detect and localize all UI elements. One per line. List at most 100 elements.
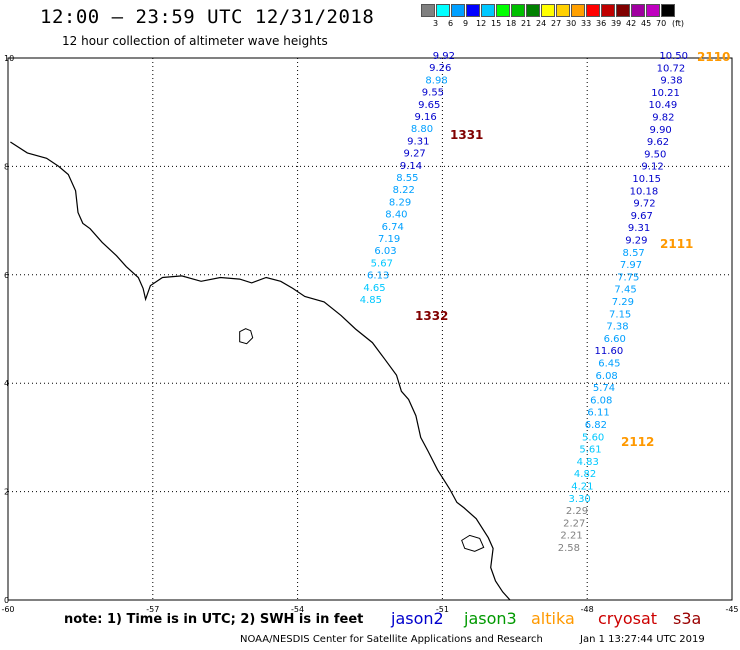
legend-level-label: 27 (551, 19, 562, 28)
legend-swatch (481, 4, 495, 17)
legend-level-label: 24 (536, 19, 547, 28)
wave-height-value: 9.12 (641, 162, 663, 173)
longitude-tick-label: -48 (581, 605, 594, 614)
wave-height-value: 4.83 (577, 457, 599, 468)
island-outline (461, 534, 485, 552)
wave-height-value: 6.45 (598, 359, 620, 370)
legend-level-label: 12 (476, 19, 487, 28)
wave-height-value: 10.49 (649, 100, 678, 111)
legend-level-label: 33 (581, 19, 592, 28)
wave-height-value: 8.98 (425, 75, 447, 86)
latitude-tick-label: 8 (4, 162, 9, 171)
legend-level-label: 36 (596, 19, 607, 28)
legend-swatch (526, 4, 540, 17)
latitude-tick-label: 4 (4, 379, 9, 388)
wave-height-value: 9.82 (652, 113, 674, 124)
legend-swatch (661, 4, 675, 17)
legend-swatch (556, 4, 570, 17)
wave-height-value: 10.72 (657, 63, 686, 74)
chart-subtitle: 12 hour collection of altimeter wave hei… (62, 34, 328, 48)
wave-height-value: 7.45 (614, 285, 636, 296)
wave-height-value: 9.67 (631, 211, 653, 222)
pass-label: 1331 (450, 128, 483, 142)
pass-label: 1332 (415, 309, 448, 323)
wave-height-value: 10.18 (630, 186, 659, 197)
wave-height-value: 7.19 (378, 234, 400, 245)
legend-swatch (571, 4, 585, 17)
legend-level-label: 6 (448, 19, 454, 28)
legend-swatch (421, 4, 435, 17)
wave-height-value: 5.67 (371, 258, 393, 269)
legend-level-label: 70 (656, 19, 667, 28)
longitude-tick-label: -54 (291, 605, 304, 614)
wave-height-value: 6.74 (382, 222, 404, 233)
wave-height-value: 7.29 (612, 297, 634, 308)
wave-height-value: 4.85 (360, 295, 382, 306)
wave-height-value: 9.65 (418, 100, 440, 111)
wave-height-value: 9.55 (422, 88, 444, 99)
wave-height-value: 7.38 (606, 322, 628, 333)
legend-level-label: 18 (506, 19, 517, 28)
footer-note: note: 1) Time is in UTC; 2) SWH is in fe… (64, 612, 364, 627)
wave-height-value: 6.08 (596, 371, 618, 382)
wave-height-value: 9.26 (429, 63, 451, 74)
wave-height-value: 6.11 (587, 408, 609, 419)
longitude-tick-label: -57 (146, 605, 159, 614)
legend-level-label: 30 (566, 19, 577, 28)
longitude-tick-label: -51 (436, 605, 449, 614)
wave-height-value: 9.27 (404, 149, 426, 160)
pass-label: 2111 (660, 237, 693, 251)
wave-height-value: 6.82 (585, 420, 607, 431)
credit-text: NOAA/NESDIS Center for Satellite Applica… (240, 634, 543, 645)
wave-height-value: 9.72 (633, 199, 655, 210)
legend-swatch (451, 4, 465, 17)
wave-height-value: 8.55 (396, 173, 418, 184)
legend-swatch (616, 4, 630, 17)
satellite-cryosat-label: cryosat (598, 609, 658, 628)
legend-labels: 3 6 9 12 15 18 21 24 27 30 33 36 39 42 45 70 (ft) (421, 17, 684, 29)
wave-height-value: 8.80 (411, 124, 433, 135)
wave-height-value: 5.60 (582, 432, 604, 443)
wave-height-value: 3.30 (569, 494, 591, 505)
wave-height-value: 6.13 (367, 271, 389, 282)
legend-level-label: 3 (433, 19, 439, 28)
satellite-jason3-label: jason3 (464, 609, 517, 628)
legend-swatch (586, 4, 600, 17)
wave-height-value: 6.60 (604, 334, 626, 345)
wave-height-value: 8.57 (623, 248, 645, 259)
wave-height-value: 9.16 (414, 112, 436, 123)
legend-level-label: 39 (611, 19, 622, 28)
wave-height-value: 4.65 (363, 283, 385, 294)
latitude-tick-label: 0 (4, 596, 9, 605)
chart-title: 12:00 – 23:59 UTC 12/31/2018 (40, 6, 375, 28)
latitude-tick-label: 10 (4, 54, 14, 63)
wave-height-value: 9.38 (660, 76, 682, 87)
wave-height-value: 9.14 (400, 161, 422, 172)
wave-height-value: 5.61 (579, 445, 601, 456)
legend-swatch (601, 4, 615, 17)
map-frame (7, 57, 733, 601)
wave-height-value: 11.60 (595, 346, 624, 357)
satellite-s3a-label: s3a (673, 609, 702, 628)
wave-height-value: 6.03 (374, 246, 396, 257)
wave-height-value: 10.50 (659, 51, 688, 62)
longitude-tick-label: -45 (725, 605, 738, 614)
coastline (10, 141, 511, 601)
wave-height-value: 4.82 (574, 469, 596, 480)
longitude-tick-label: -60 (1, 605, 14, 614)
wave-height-value: 9.29 (625, 236, 647, 247)
wave-height-value: 7.75 (617, 272, 639, 283)
wave-height-value: 9.31 (628, 223, 650, 234)
wave-height-value: 9.31 (407, 136, 429, 147)
pass-label: 2110 (697, 50, 730, 64)
latitude-tick-label: 2 (4, 488, 9, 497)
legend-swatch (631, 4, 645, 17)
wave-height-value: 2.27 (563, 518, 585, 529)
wave-height-value: 4.21 (571, 482, 593, 493)
legend-swatch (466, 4, 480, 17)
wave-height-value: 8.29 (389, 197, 411, 208)
wave-height-value: 8.40 (385, 210, 407, 221)
wave-height-value: 2.21 (560, 531, 582, 542)
wave-height-value: 2.29 (566, 506, 588, 517)
wave-height-value: 2.58 (558, 543, 580, 554)
